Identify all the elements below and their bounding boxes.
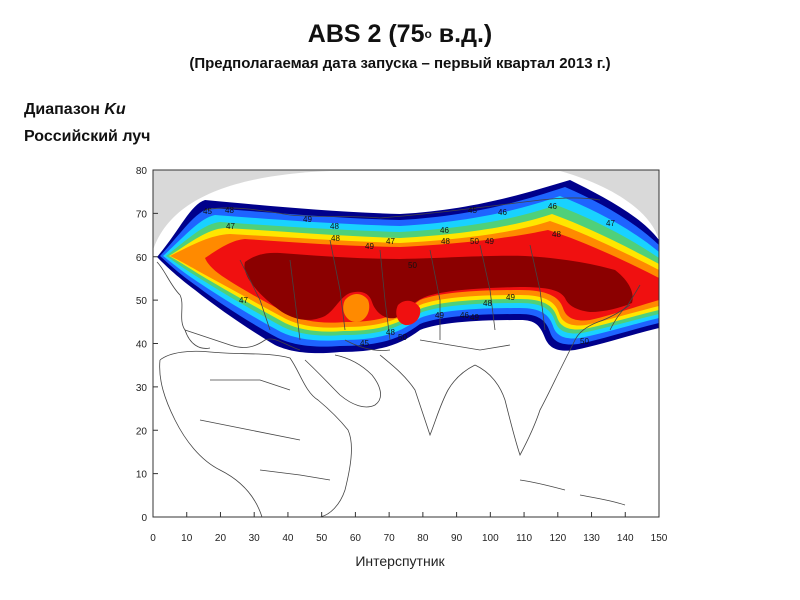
contour-label: 49 (303, 215, 312, 224)
lat-tick-label: 10 (136, 470, 148, 481)
contour-label: 47 (386, 237, 395, 246)
lon-tick-label: 140 (617, 533, 634, 544)
title-degree: o (424, 27, 432, 41)
contour-label: 48 (441, 237, 450, 246)
contour-label: 45 (468, 206, 477, 215)
beam-label: Российский луч (24, 128, 151, 145)
lat-tick-label: 50 (136, 296, 148, 307)
lon-tick-label: 40 (282, 533, 294, 544)
lat-tick-label: 30 (136, 383, 148, 394)
contour-label: 48 (331, 234, 340, 243)
lon-tick-label: 20 (215, 533, 227, 544)
lon-tick-label: 150 (651, 533, 668, 544)
contour-label: 48 (483, 299, 492, 308)
contour-label: 46 (498, 208, 507, 217)
lon-tick-label: 10 (181, 533, 193, 544)
lat-tick-label: 40 (136, 340, 148, 351)
contour-label: 48 (552, 230, 561, 239)
lon-tick-label: 60 (350, 533, 362, 544)
lon-tick-label: 0 (150, 533, 156, 544)
contour-label: 46 (548, 202, 557, 211)
contour-label: 48 (386, 328, 395, 337)
contour-label: 50 (580, 337, 589, 346)
lat-tick-label: 60 (136, 253, 148, 264)
lon-tick-label: 30 (249, 533, 261, 544)
lat-tick-label: 20 (136, 426, 148, 437)
lon-tick-label: 80 (417, 533, 429, 544)
lon-tick-label: 70 (384, 533, 396, 544)
lat-tick-label: 0 (141, 513, 147, 524)
lon-tick-label: 50 (316, 533, 328, 544)
lat-tick-label: 70 (136, 209, 148, 220)
map-area: 46 45 48 47 48 49 48 47 46 45 48 46 47 48 49 50 49 50 49 48… (153, 170, 659, 517)
core-island-left (343, 294, 370, 322)
country-borders (156, 197, 641, 517)
title-tail: в.д.) (431, 20, 493, 48)
contour-label: 45 (203, 207, 212, 216)
contour-label: 45 (360, 339, 369, 348)
contour-label: 50 (470, 237, 479, 246)
contour-labels: 46 45 48 47 48 49 48 47 46 45 48 46 47 48 49 50 49 50 49 48… (203, 202, 615, 348)
contour-label: 46 (460, 311, 469, 320)
band-name: Ku (104, 101, 126, 118)
contour-label: 47 (606, 219, 615, 228)
contour-label: 47 (226, 222, 235, 231)
lon-tick-label: 110 (516, 533, 532, 544)
longitude-ticks: 0 10 20 30 40 50 60 70 80 90 100 110 120 130 140 150 (150, 512, 668, 544)
latitude-ticks: 80 70 60 50 40 30 20 10 0 (136, 166, 158, 524)
lon-tick-label: 120 (549, 533, 566, 544)
title-main: ABS 2 (75 (307, 20, 425, 48)
contour-label: 49 (485, 237, 494, 246)
page-subtitle: (Предполагаемая дата запуска – первый кв… (189, 55, 611, 72)
lat-tick-label: 80 (136, 166, 148, 177)
contour-label: 50 (398, 333, 407, 342)
contour-label: 48 (225, 206, 234, 215)
contour-label: 49 (470, 313, 479, 322)
lon-tick-label: 100 (482, 533, 499, 544)
page-title: ABS 2 (75o в.д.) (0, 20, 800, 49)
lon-tick-label: 130 (583, 533, 600, 544)
contour-label: 46 (440, 226, 449, 235)
contour-label: 48 (330, 222, 339, 231)
band-label: Диапазон Ku (24, 101, 126, 119)
contour-label: 47 (239, 296, 248, 305)
contour-label: 49 (435, 311, 444, 320)
core-island-right (396, 300, 421, 326)
contour-label: 49 (365, 242, 374, 251)
band-prefix: Диапазон (24, 101, 105, 118)
lon-tick-label: 90 (451, 533, 463, 544)
source-caption: Интерспутник (355, 553, 445, 569)
contour-label: 50 (408, 261, 417, 270)
contour-label: 49 (506, 293, 515, 302)
